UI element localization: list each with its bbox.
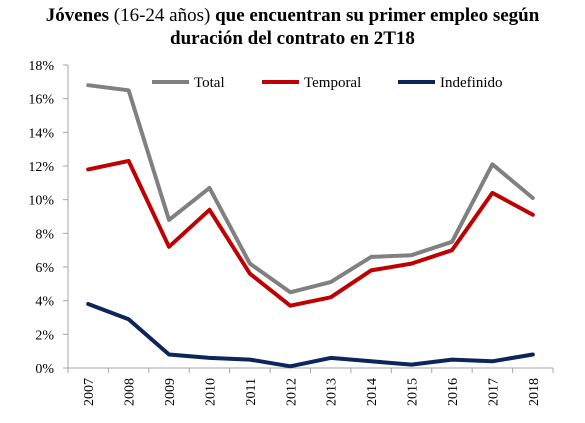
x-tick-label: 2009 [163, 378, 178, 406]
y-tick-label: 0% [35, 362, 54, 377]
chart-title-line-2: duración del contrato en 2T18 [170, 28, 415, 49]
series-lines [86, 83, 535, 369]
x-tick-label: 2011 [244, 378, 259, 405]
y-tick-label: 4% [35, 295, 54, 310]
legend-label-total: Total [194, 75, 225, 91]
series-line-indefinido [86, 302, 535, 369]
x-tick-label: 2012 [284, 378, 299, 406]
x-axis: 2007 2008 2009 2010 2011 2012 2013 2014 2015 2016… [67, 367, 554, 406]
y-tick-label: 8% [35, 227, 54, 242]
y-tick-label: 16% [28, 93, 54, 108]
series-line-temporal [86, 158, 535, 308]
legend-label-indefinido: Indefinido [440, 75, 502, 91]
chart-title-bold-a: Jóvenes [45, 5, 114, 26]
chart-title-bold-b: que encuentran su primer empleo según [215, 5, 540, 26]
y-tick-label: 12% [28, 160, 54, 175]
legend-label-temporal: Temporal [304, 75, 361, 91]
x-tick-label: 2016 [446, 378, 461, 406]
x-tick-label: 2014 [365, 378, 380, 406]
x-tick-label: 2013 [325, 378, 340, 406]
y-tick-label: 6% [35, 261, 54, 276]
x-tick-label: 2010 [203, 378, 218, 406]
legend: Total Temporal Indefinido [152, 75, 502, 91]
y-tick-label: 10% [28, 194, 54, 209]
series-line-total [86, 83, 535, 295]
x-tick-label: 2015 [406, 378, 421, 406]
y-tick-label: 18% [28, 59, 54, 74]
chart-title-line-1: Jóvenes (16-24 años) que encuentran su p… [0, 4, 585, 27]
chart-title: Jóvenes (16-24 años) que encuentran su p… [0, 4, 585, 50]
y-tick-label: 2% [35, 328, 54, 343]
x-tick-label: 2007 [82, 378, 97, 406]
x-tick-label: 2008 [123, 378, 138, 406]
y-tick-label: 14% [28, 126, 54, 141]
chart-title-age-range: (16-24 años) [113, 5, 216, 26]
y-axis: 0% 2% 4% 6% 8% 10% 12% 14% 16% 18% [28, 59, 69, 377]
x-tick-label: 2018 [527, 378, 542, 406]
x-tick-label: 2017 [486, 378, 501, 406]
